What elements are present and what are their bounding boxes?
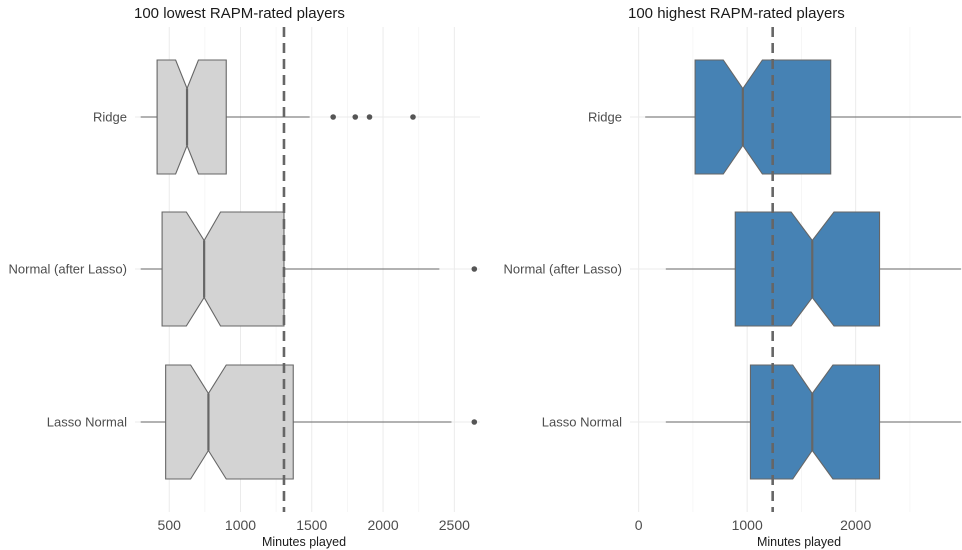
x-tick-label: 0 — [635, 517, 643, 533]
x-tick-label: 1500 — [296, 517, 327, 533]
panel-title: 100 highest RAPM-rated players — [628, 5, 845, 22]
x-tick-label: 2000 — [840, 517, 871, 533]
box-ridge — [645, 59, 961, 175]
notched-box — [734, 211, 881, 327]
y-tick-label: Normal (after Lasso) — [504, 262, 622, 277]
outlier-point — [471, 419, 478, 425]
box-lasso-normal — [140, 364, 478, 480]
outlier-point — [366, 114, 373, 120]
notched-box — [161, 211, 285, 327]
y-tick-label: Lasso Normal — [47, 415, 127, 430]
outlier-point — [471, 266, 478, 272]
x-tick-label: 2000 — [367, 517, 398, 533]
notched-box — [165, 364, 294, 480]
outlier-point — [352, 114, 359, 120]
x-tick-label: 1000 — [225, 517, 256, 533]
box-ridge — [140, 59, 416, 175]
y-tick-labels: Ridge Normal (after Lasso) Lasso Normal — [504, 110, 623, 430]
boxes — [645, 59, 961, 480]
y-tick-labels: Ridge Normal (after Lasso) Lasso Normal — [9, 110, 128, 430]
notched-box — [694, 59, 832, 175]
notched-box — [749, 364, 881, 480]
x-axis-title: Minutes played — [262, 535, 346, 549]
x-tick-labels: 500 1000 1500 2000 2500 — [158, 517, 471, 533]
y-tick-label: Ridge — [93, 110, 127, 125]
box-normal-after-lasso — [140, 211, 478, 327]
box-lasso-normal — [665, 364, 961, 480]
x-tick-labels: 0 1000 2000 — [635, 517, 872, 533]
y-tick-label: Ridge — [588, 110, 622, 125]
x-tick-label: 2500 — [439, 517, 470, 533]
x-tick-label: 1000 — [732, 517, 763, 533]
panel-title: 100 lowest RAPM-rated players — [134, 5, 345, 22]
x-axis-title: Minutes played — [757, 535, 841, 549]
outlier-point — [330, 114, 336, 120]
outlier-point — [410, 114, 416, 120]
notched-box — [156, 59, 227, 175]
x-tick-label: 500 — [158, 517, 182, 533]
panel-lowest-rated: 100 lowest RAPM-rated players Ridge Norma… — [9, 5, 480, 549]
boxes — [140, 59, 478, 480]
box-normal-after-lasso — [665, 211, 961, 327]
panel-highest-rated: 100 highest RAPM-rated players Ridge Norm… — [504, 5, 962, 549]
y-tick-label: Lasso Normal — [542, 415, 622, 430]
y-tick-label: Normal (after Lasso) — [9, 262, 127, 277]
